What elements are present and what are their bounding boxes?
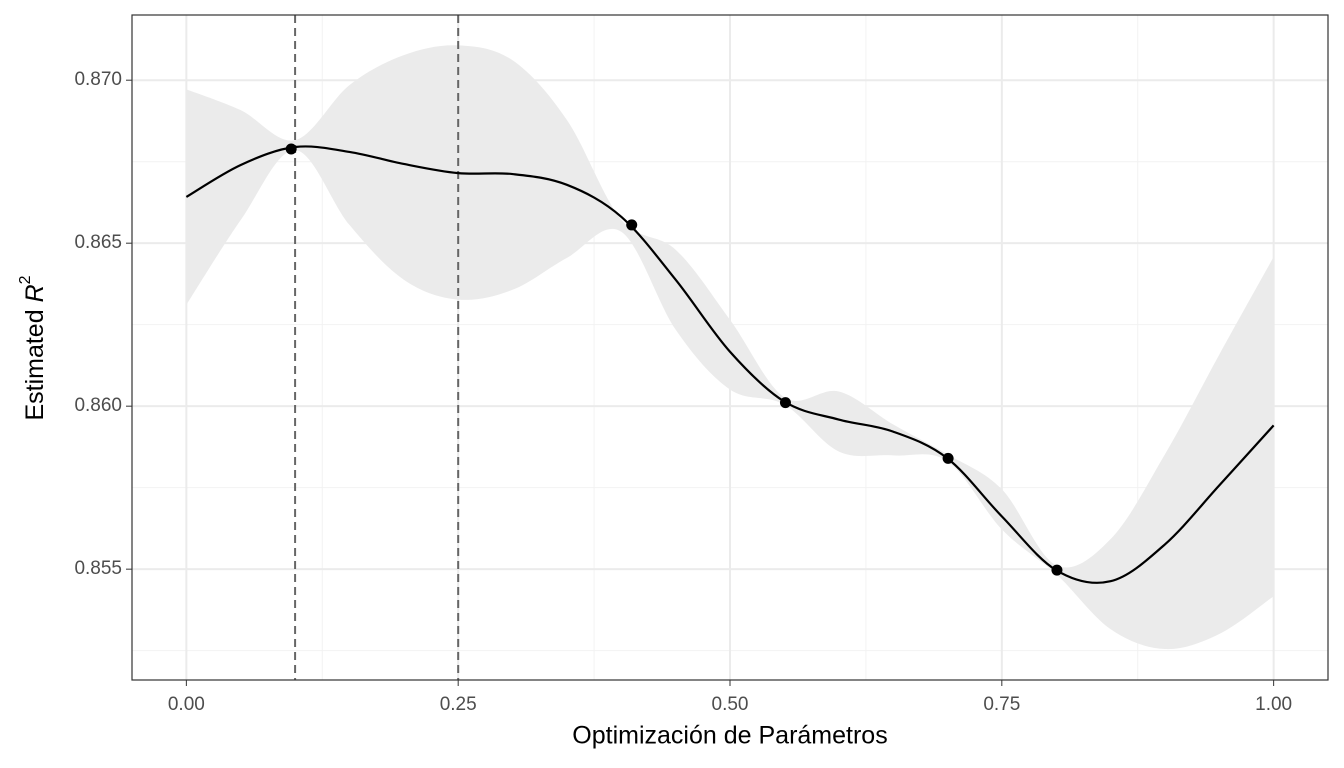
- point: [779, 397, 791, 409]
- x-tick-label: 0.75: [983, 694, 1020, 715]
- point: [942, 452, 954, 464]
- confidence-band: [186, 45, 1274, 650]
- y-tick-label: 0.865: [74, 232, 122, 253]
- y-axis-title-sup: 2: [17, 275, 34, 284]
- y-axis-title-symbol: R: [21, 284, 49, 302]
- x-tick-label: 0.25: [440, 694, 477, 715]
- x-tick-label: 1.00: [1255, 694, 1292, 715]
- y-tick-label: 0.870: [74, 69, 122, 90]
- point: [626, 219, 638, 231]
- x-axis-title: Optimización de Parámetros: [572, 722, 887, 750]
- point: [1051, 564, 1063, 576]
- plot-border: [131, 14, 1329, 681]
- line: [185, 145, 1275, 584]
- y-axis-title: Estimated R2: [17, 275, 48, 420]
- x-tick-label: 0.00: [168, 694, 205, 715]
- point: [285, 143, 297, 155]
- y-axis-title-text: Estimated: [21, 309, 49, 420]
- y-tick-label: 0.855: [74, 558, 122, 579]
- x-tick-label: 0.50: [712, 694, 749, 715]
- y-tick-label: 0.860: [74, 395, 122, 416]
